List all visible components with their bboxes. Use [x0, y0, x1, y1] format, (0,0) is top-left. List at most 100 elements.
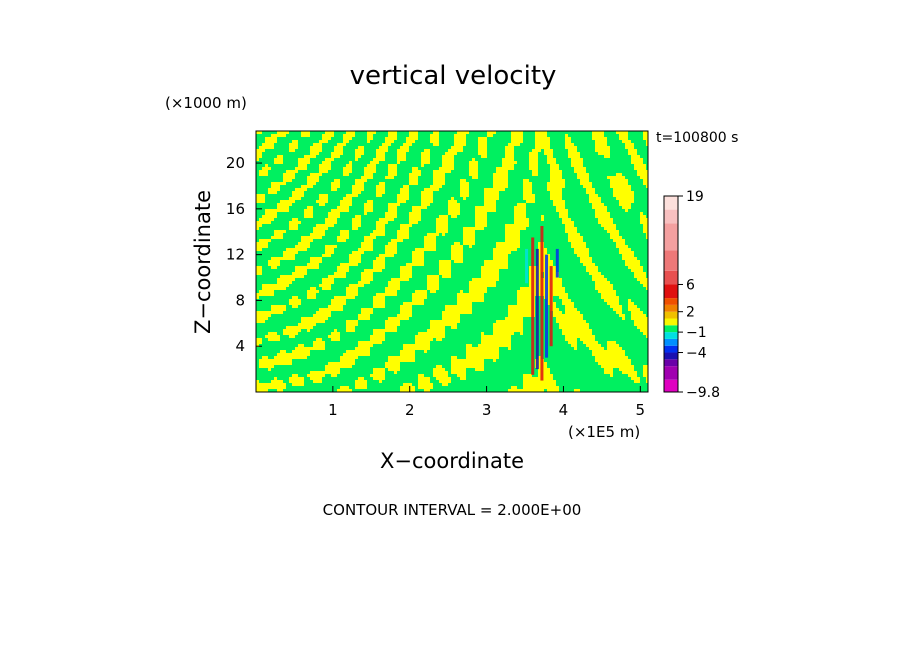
updraft-band	[343, 167, 352, 170]
updraft-band	[463, 197, 466, 200]
updraft-band	[565, 224, 574, 227]
updraft-band	[256, 224, 262, 227]
updraft-band	[292, 296, 298, 299]
updraft-band	[262, 143, 274, 146]
updraft-band	[445, 152, 457, 155]
updraft-band	[442, 164, 454, 167]
colorbar-swatch	[664, 196, 678, 210]
updraft-band	[535, 137, 550, 140]
updraft-band	[400, 224, 412, 227]
updraft-band	[283, 173, 295, 176]
updraft-band	[373, 296, 385, 299]
updraft-band	[613, 308, 622, 311]
updraft-band	[265, 137, 277, 140]
updraft-band	[643, 179, 648, 182]
updraft-band	[559, 215, 568, 218]
updraft-band	[493, 251, 511, 254]
updraft-band	[631, 161, 643, 164]
updraft-band	[256, 248, 262, 251]
updraft-band	[430, 185, 442, 188]
updraft-band	[634, 323, 648, 326]
updraft-band	[559, 296, 568, 299]
updraft-band	[268, 260, 280, 263]
updraft-band	[592, 275, 604, 278]
updraft-band	[583, 341, 598, 344]
updraft-band	[310, 287, 316, 290]
updraft-band	[256, 194, 265, 197]
updraft-band	[598, 362, 631, 365]
updraft-band	[388, 317, 409, 320]
updraft-band	[325, 158, 334, 161]
updraft-band	[493, 329, 523, 332]
updraft-band	[469, 161, 478, 164]
updraft-band	[580, 338, 595, 341]
updraft-band	[646, 140, 648, 143]
updraft-band	[385, 323, 400, 326]
updraft-band	[259, 170, 268, 173]
updraft-band	[268, 338, 280, 341]
updraft-band	[454, 140, 466, 143]
updraft-band	[403, 344, 430, 347]
updraft-band	[400, 308, 412, 311]
updraft-band	[523, 383, 556, 386]
convective-core-streak	[545, 254, 549, 358]
updraft-band	[592, 350, 625, 353]
updraft-band	[304, 215, 313, 218]
updraft-band	[322, 134, 334, 137]
updraft-band	[433, 371, 448, 374]
updraft-band	[277, 281, 292, 284]
updraft-band	[433, 374, 448, 377]
updraft-band	[643, 365, 648, 368]
updraft-band	[592, 131, 604, 134]
updraft-band	[562, 299, 571, 302]
updraft-band	[262, 284, 289, 287]
updraft-band	[307, 329, 310, 332]
updraft-band	[466, 347, 499, 350]
updraft-band	[439, 272, 451, 275]
updraft-band	[505, 236, 520, 239]
updraft-band	[439, 215, 448, 218]
updraft-band	[550, 197, 562, 200]
colorbar-swatch	[664, 318, 678, 326]
updraft-band	[439, 380, 451, 383]
updraft-band	[529, 158, 538, 161]
updraft-band	[400, 191, 409, 194]
updraft-band	[349, 260, 361, 263]
updraft-band	[460, 185, 469, 188]
updraft-band	[601, 296, 619, 299]
updraft-band	[352, 221, 361, 224]
updraft-band	[361, 245, 373, 248]
updraft-band	[508, 314, 535, 317]
updraft-band	[538, 254, 550, 257]
updraft-band	[451, 356, 457, 359]
updraft-band	[403, 302, 424, 305]
updraft-band	[337, 236, 349, 239]
updraft-band	[535, 359, 544, 362]
updraft-band	[484, 200, 496, 203]
updraft-band	[637, 326, 648, 329]
updraft-band	[328, 275, 346, 278]
updraft-band	[451, 197, 454, 200]
updraft-band	[283, 329, 301, 332]
updraft-band	[361, 242, 373, 245]
updraft-band	[496, 320, 523, 323]
updraft-band	[469, 284, 496, 287]
updraft-band	[385, 248, 397, 251]
updraft-band	[646, 143, 648, 146]
colorbar-swatch	[664, 209, 678, 224]
updraft-band	[643, 137, 648, 140]
updraft-band	[397, 155, 406, 158]
updraft-band	[427, 233, 439, 236]
updraft-band	[361, 176, 373, 179]
updraft-band	[619, 251, 634, 254]
updraft-band	[625, 209, 628, 212]
updraft-band	[568, 152, 580, 155]
updraft-band	[625, 143, 634, 146]
updraft-band	[436, 377, 451, 380]
colorbar-swatch	[664, 379, 678, 392]
updraft-band	[430, 320, 460, 323]
updraft-band	[256, 197, 265, 200]
updraft-band	[574, 167, 586, 170]
updraft-band	[598, 221, 613, 224]
updraft-band	[421, 164, 424, 167]
